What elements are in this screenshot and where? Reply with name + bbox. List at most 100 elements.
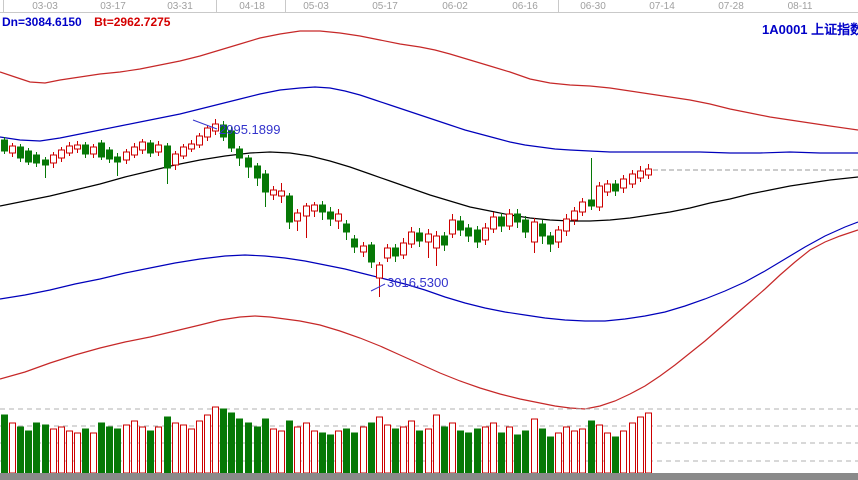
volume-bar	[66, 430, 73, 474]
volume-bar	[9, 422, 16, 474]
candle-body	[425, 233, 432, 243]
band-upper-red	[0, 30, 858, 131]
candle-body	[262, 173, 269, 193]
candle-body	[360, 245, 367, 253]
volume-bar	[212, 406, 219, 474]
volume-bar	[425, 428, 432, 474]
volume-bar	[220, 408, 227, 474]
candle-body	[196, 135, 203, 146]
volume-bar	[637, 416, 644, 474]
month-tick	[558, 0, 559, 12]
volume-bar	[482, 426, 489, 474]
volume-bar	[522, 430, 529, 474]
candle-body	[416, 232, 423, 242]
volume-bar	[588, 420, 595, 474]
volume-bar	[392, 428, 399, 474]
candle-body	[604, 183, 611, 193]
candle-body	[433, 235, 440, 249]
volume-bar	[262, 418, 269, 474]
volume-bar	[180, 424, 187, 474]
date-tick-label: 07-28	[718, 1, 744, 12]
candle-body	[629, 173, 636, 185]
candle-body	[612, 183, 619, 192]
volume-bar	[441, 426, 448, 474]
candle-body	[278, 190, 285, 197]
candle-body	[579, 201, 586, 213]
candle-body	[522, 219, 529, 233]
candle-body	[66, 145, 73, 154]
volume-bar	[245, 422, 252, 474]
candle-body	[82, 144, 89, 155]
candle-body	[531, 221, 538, 243]
candle-body	[539, 223, 546, 237]
candle-body	[42, 159, 49, 166]
candle-body	[172, 153, 179, 166]
candle-body	[620, 178, 627, 189]
candle-body	[254, 165, 261, 179]
month-tick	[216, 0, 217, 12]
date-tick-label: 05-03	[303, 1, 329, 12]
candle-body	[131, 146, 138, 156]
candle-body	[319, 204, 326, 213]
candle-body	[498, 216, 505, 227]
candle-body	[9, 145, 16, 154]
volume-bar	[547, 436, 554, 474]
volume-bar	[351, 432, 358, 474]
candle-body	[588, 199, 595, 207]
candle-body	[384, 247, 391, 259]
date-tick-label: 08-11	[787, 1, 813, 12]
date-tick-label: 03-31	[167, 1, 193, 12]
date-tick-label: 05-17	[372, 1, 398, 12]
volume-bar	[278, 430, 285, 474]
volume-bar	[327, 434, 334, 474]
candle-body	[368, 244, 375, 263]
date-tick-label: 06-16	[512, 1, 538, 12]
candle-body	[286, 195, 293, 223]
candle-body	[311, 204, 318, 212]
volume-bar	[335, 430, 342, 474]
volume-bar	[368, 422, 375, 474]
volume-bar	[131, 420, 138, 474]
volume-bar	[114, 428, 121, 474]
symbol-title: 1A0001 上证指数	[762, 22, 858, 37]
candle-body	[58, 149, 65, 159]
candle-body	[228, 130, 235, 149]
volume-bar	[172, 422, 179, 474]
band-mid-black	[0, 151, 858, 222]
candle-body	[147, 142, 154, 154]
candle-body	[637, 170, 644, 179]
volume-bar	[563, 426, 570, 474]
volume-bar	[596, 424, 603, 474]
candle-body	[555, 229, 562, 243]
candle-body	[490, 216, 497, 230]
volume-bar	[416, 430, 423, 474]
volume-bar	[465, 432, 472, 474]
candle-body	[449, 219, 456, 235]
annotation-leader	[192, 119, 218, 130]
annotation-label: 2995.1899	[219, 122, 280, 137]
volume-bar	[384, 424, 391, 474]
volume-bar	[498, 432, 505, 474]
band-lower-blue	[0, 221, 858, 322]
volume-bar	[604, 432, 611, 474]
candle-body	[294, 212, 301, 222]
candle-body	[351, 238, 358, 248]
candle-body	[188, 143, 195, 150]
candle-body	[155, 144, 162, 153]
candle-body	[74, 144, 81, 150]
band-upper-blue	[0, 86, 858, 154]
volume-bar	[196, 420, 203, 474]
candle-body	[204, 127, 211, 138]
candle-body	[114, 156, 121, 163]
volume-bar	[294, 426, 301, 474]
volume-bar	[514, 434, 521, 474]
legend-dn-label: Dn=3084.6150	[2, 15, 82, 29]
annotation-label: 3016.5300	[387, 275, 448, 290]
scrollbar-strip[interactable]	[0, 473, 858, 480]
volume-bar	[612, 436, 619, 474]
candle-body	[123, 151, 130, 161]
volume-bar	[408, 420, 415, 474]
volume-bar	[82, 428, 89, 474]
